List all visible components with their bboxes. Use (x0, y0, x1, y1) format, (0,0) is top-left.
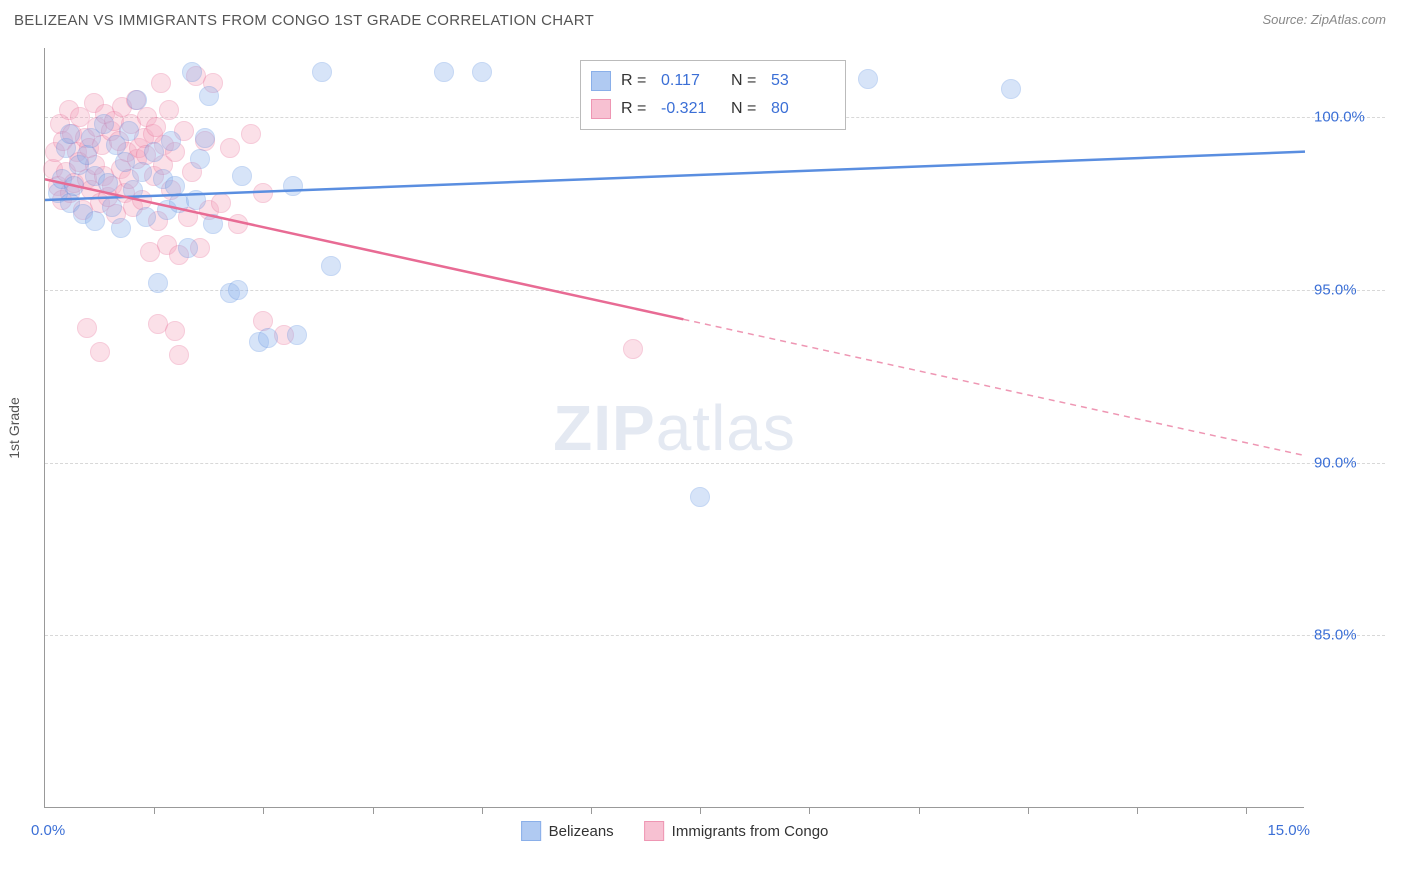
congo-point (165, 321, 185, 341)
chart-title: BELIZEAN VS IMMIGRANTS FROM CONGO 1ST GR… (14, 12, 594, 29)
congo-point (159, 100, 179, 120)
congo-point (241, 124, 261, 144)
x-tick (809, 807, 810, 814)
x-tick (263, 807, 264, 814)
belizeans-point (858, 69, 878, 89)
belizeans-point (85, 211, 105, 231)
source-label: Source: ZipAtlas.com (1262, 12, 1386, 29)
belizeans-point (321, 256, 341, 276)
stats-row-congo: R = -0.321 N = 80 (591, 95, 831, 123)
chart-container: 1st Grade ZIPatlas R = 0.117 N = 53 R = … (44, 48, 1384, 808)
belizeans-point (102, 197, 122, 217)
congo-point (169, 345, 189, 365)
y-tick-label: 90.0% (1314, 454, 1357, 471)
x-tick (919, 807, 920, 814)
belizeans-point (178, 238, 198, 258)
belizeans-point (690, 487, 710, 507)
x-tick (154, 807, 155, 814)
belizeans-point (64, 176, 84, 196)
belizeans-point (119, 121, 139, 141)
belizeans-point (287, 325, 307, 345)
congo-point (228, 214, 248, 234)
y-tick-label: 95.0% (1314, 281, 1357, 298)
congo-point (253, 183, 273, 203)
swatch-congo (591, 99, 611, 119)
x-tick (700, 807, 701, 814)
y-tick-label: 100.0% (1314, 109, 1365, 126)
belizeans-point (60, 124, 80, 144)
y-tick-label: 85.0% (1314, 627, 1357, 644)
legend-item-belizeans: Belizeans (521, 821, 614, 841)
belizeans-point (148, 273, 168, 293)
belizeans-point (258, 328, 278, 348)
belizeans-point (199, 86, 219, 106)
x-tick (373, 807, 374, 814)
x-tick (1137, 807, 1138, 814)
trend-lines (45, 48, 1305, 808)
congo-point (220, 138, 240, 158)
belizeans-point (232, 166, 252, 186)
x-tick (591, 807, 592, 814)
belizeans-point (136, 207, 156, 227)
x-axis-max-label: 15.0% (1267, 822, 1310, 839)
stats-legend-box: R = 0.117 N = 53 R = -0.321 N = 80 (580, 60, 846, 130)
belizeans-point (77, 145, 97, 165)
x-axis-min-label: 0.0% (31, 822, 65, 839)
belizeans-point (94, 114, 114, 134)
congo-point (623, 339, 643, 359)
belizeans-point (98, 173, 118, 193)
belizeans-point (203, 214, 223, 234)
belizeans-point (283, 176, 303, 196)
congo-point (151, 73, 171, 93)
gridline (45, 635, 1385, 636)
watermark: ZIPatlas (553, 391, 796, 465)
bottom-legend: Belizeans Immigrants from Congo (521, 821, 829, 841)
x-tick (1028, 807, 1029, 814)
belizeans-point (1001, 79, 1021, 99)
congo-trendline-dashed (683, 319, 1305, 455)
belizeans-point (161, 131, 181, 151)
belizeans-point (434, 62, 454, 82)
belizeans-point (472, 62, 492, 82)
belizeans-point (186, 190, 206, 210)
gridline (45, 463, 1385, 464)
legend-item-congo: Immigrants from Congo (644, 821, 829, 841)
congo-point (90, 342, 110, 362)
swatch-belizeans (591, 71, 611, 91)
stats-row-belizeans: R = 0.117 N = 53 (591, 67, 831, 95)
belizeans-point (228, 280, 248, 300)
belizeans-point (127, 90, 147, 110)
x-tick (1246, 807, 1247, 814)
belizeans-point (123, 180, 143, 200)
congo-point (77, 318, 97, 338)
plot-area: ZIPatlas R = 0.117 N = 53 R = -0.321 N =… (44, 48, 1304, 808)
belizeans-point (182, 62, 202, 82)
y-axis-title: 1st Grade (6, 397, 22, 458)
belizeans-point (111, 218, 131, 238)
belizeans-point (190, 149, 210, 169)
belizeans-point (132, 162, 152, 182)
belizeans-point (312, 62, 332, 82)
congo-point (211, 193, 231, 213)
belizeans-point (195, 128, 215, 148)
x-tick (482, 807, 483, 814)
